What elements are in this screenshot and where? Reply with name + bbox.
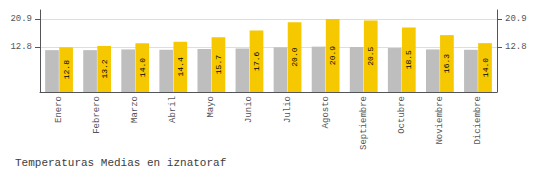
- svg-text:Mayo: Mayo: [206, 96, 216, 118]
- svg-text:14.0: 14.0: [138, 58, 147, 77]
- svg-text:Diciembre: Diciembre: [473, 96, 483, 145]
- svg-text:14.0: 14.0: [481, 58, 490, 77]
- svg-text:12.8: 12.8: [505, 42, 527, 52]
- svg-text:14.4: 14.4: [176, 57, 185, 76]
- svg-text:Noviembre: Noviembre: [435, 96, 445, 145]
- svg-text:Agosto: Agosto: [321, 96, 331, 128]
- svg-text:Temperaturas Medias en iznator: Temperaturas Medias en iznatoraf: [15, 157, 226, 169]
- svg-text:12.8: 12.8: [62, 60, 71, 79]
- svg-text:Julio: Julio: [283, 96, 293, 123]
- svg-text:20.9: 20.9: [328, 46, 337, 65]
- svg-text:Enero: Enero: [54, 96, 64, 123]
- svg-text:20.9: 20.9: [505, 14, 527, 24]
- svg-text:Septiembre: Septiembre: [359, 96, 369, 150]
- svg-text:20.5: 20.5: [366, 46, 375, 65]
- svg-text:17.6: 17.6: [252, 51, 261, 70]
- svg-text:Junio: Junio: [244, 96, 254, 123]
- svg-text:12.8: 12.8: [10, 42, 32, 52]
- svg-text:18.5: 18.5: [404, 50, 413, 69]
- svg-text:Abril: Abril: [168, 96, 178, 123]
- svg-text:Febrero: Febrero: [92, 96, 102, 134]
- svg-text:Marzo: Marzo: [130, 96, 140, 123]
- svg-text:Octubre: Octubre: [397, 96, 407, 134]
- svg-text:15.7: 15.7: [214, 55, 223, 74]
- svg-text:13.2: 13.2: [100, 59, 109, 78]
- svg-text:20.0: 20.0: [290, 47, 299, 66]
- svg-text:16.3: 16.3: [442, 54, 451, 73]
- svg-text:20.9: 20.9: [10, 14, 32, 24]
